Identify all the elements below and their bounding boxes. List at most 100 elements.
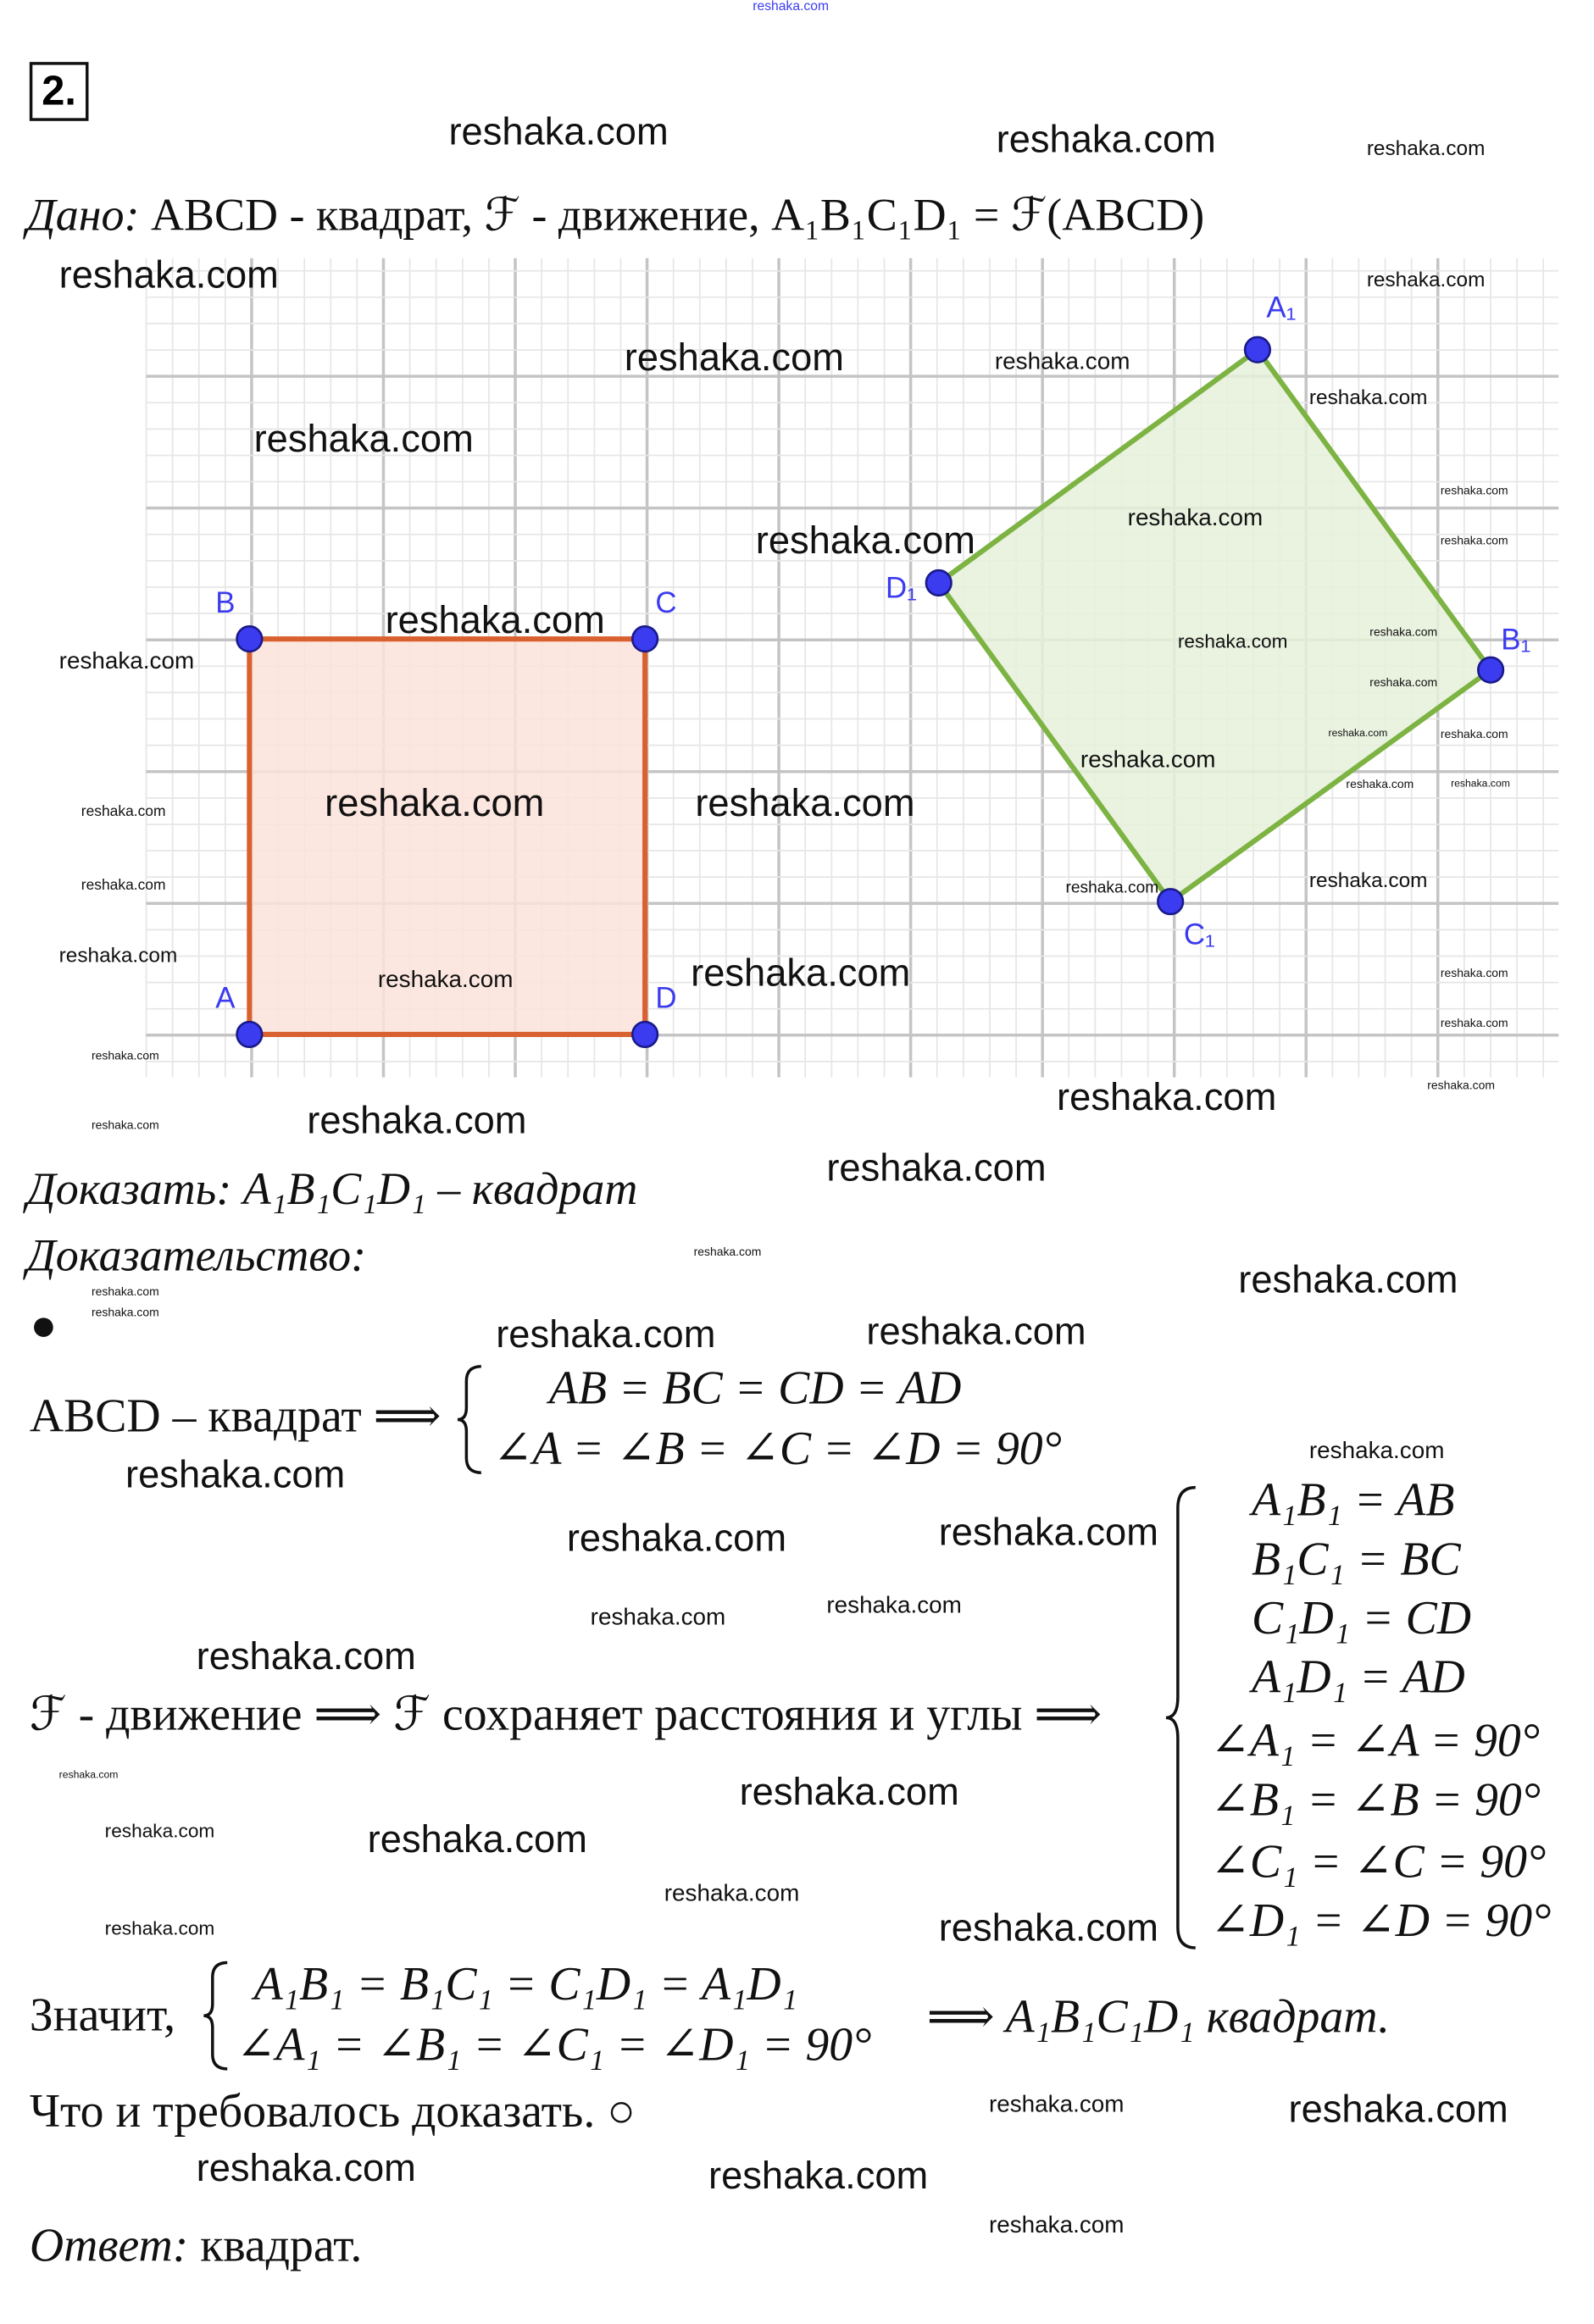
point-label: B	[215, 586, 235, 619]
step3-line: A₁B₁ = B₁C₁ = C₁D₁ = A₁D₁	[253, 1956, 798, 2011]
watermark: reshaka.com	[1366, 136, 1486, 160]
watermark: reshaka.com	[125, 1451, 346, 1497]
step2-line: ∠C₁ = ∠C = 90°	[1210, 1833, 1547, 1888]
watermark: reshaka.com	[325, 780, 545, 825]
step3-line: ∠A₁ = ∠B₁ = ∠C₁ = ∠D₁ = 90°	[236, 2016, 872, 2071]
step1-left: ABCD – квадрат ⟹	[29, 1388, 442, 1442]
watermark: reshaka.com	[1346, 777, 1414, 791]
watermark: reshaka.com	[695, 780, 915, 825]
brace	[1165, 1485, 1196, 1950]
problem-number: 2.	[29, 62, 89, 121]
watermark: reshaka.com	[1308, 868, 1428, 891]
proof-label: Доказательство:	[26, 1229, 367, 1281]
geometry-figure: A B C D A₁ B₁ C₁ D₁	[145, 258, 1559, 1078]
step3-left: Значит,	[29, 1988, 176, 2041]
point-label: C	[655, 586, 676, 619]
answer-text: квадрат.	[200, 2217, 363, 2271]
watermark: reshaka.com	[566, 1515, 787, 1560]
watermark: reshaka.com	[91, 1285, 159, 1299]
watermark: reshaka.com	[826, 1594, 962, 1619]
watermark: reshaka.com	[91, 1118, 159, 1132]
step2-line: ∠D₁ = ∠D = 90°	[1210, 1893, 1552, 1947]
step3-conclusion: ⟹ A₁B₁C₁D₁ квадрат.	[926, 1988, 1391, 2043]
watermark: reshaka.com	[826, 1145, 1047, 1190]
watermark: reshaka.com	[104, 1819, 215, 1842]
watermark: reshaka.com	[448, 108, 669, 154]
watermark: reshaka.com	[1451, 779, 1510, 790]
point	[631, 1020, 659, 1049]
point	[925, 569, 953, 597]
watermark: reshaka.com	[1440, 966, 1508, 980]
watermark: reshaka.com	[58, 942, 178, 967]
watermark: reshaka.com	[91, 1306, 159, 1320]
watermark: reshaka.com	[938, 1905, 1158, 1950]
prove-line: Доказать: A₁B₁C₁D₁ – квадрат	[26, 1162, 637, 1216]
step2-line: A₁D₁ = AD	[1251, 1650, 1465, 1703]
watermark: reshaka.com	[196, 1633, 416, 1678]
point-label: A₁	[1266, 291, 1296, 324]
watermark: reshaka.com	[1065, 879, 1159, 897]
watermark: reshaka.com	[693, 1245, 762, 1259]
watermark: reshaka.com	[708, 2153, 929, 2198]
watermark: reshaka.com	[1440, 727, 1508, 741]
watermark: reshaka.com	[739, 1769, 959, 1814]
watermark: reshaka.com	[1127, 506, 1264, 532]
point-label: A	[215, 982, 236, 1015]
watermark: reshaka.com	[307, 1097, 527, 1143]
watermark: reshaka.com	[196, 2145, 416, 2190]
point	[1243, 336, 1272, 363]
answer-line: Ответ: квадрат.	[30, 2218, 362, 2272]
watermark: reshaka.com	[1427, 1079, 1495, 1092]
watermark: reshaka.com	[1288, 2086, 1508, 2132]
watermark: reshaka.com	[938, 1509, 1158, 1555]
step2-left: ℱ - движение ⟹ ℱ сохраняет расстояния и …	[29, 1686, 1102, 1740]
qed-line: Что и требовалось доказать. ○	[29, 2083, 636, 2137]
watermark: reshaka.com	[1440, 1017, 1508, 1030]
point	[236, 625, 264, 653]
step2-line: ∠A₁ = ∠A = 90°	[1210, 1713, 1541, 1767]
watermark: reshaka.com	[1057, 1073, 1277, 1119]
bullet	[34, 1317, 53, 1337]
watermark: reshaka.com	[58, 649, 195, 674]
point-label: B₁	[1501, 623, 1530, 656]
point-label: C₁	[1184, 918, 1215, 951]
brace	[457, 1365, 481, 1474]
step2-line: A₁B₁ = AB	[1251, 1473, 1455, 1526]
watermark: reshaka.com	[1366, 267, 1486, 291]
answer-label: Ответ:	[29, 2217, 189, 2271]
watermark: reshaka.com	[58, 252, 279, 297]
watermark: reshaka.com	[377, 968, 514, 994]
watermark: reshaka.com	[664, 1881, 800, 1907]
step1-line: AB = BC = CD = AD	[548, 1360, 962, 1414]
watermark: reshaka.com	[1440, 484, 1508, 497]
watermark: reshaka.com	[988, 2213, 1125, 2239]
watermark: reshaka.com	[1308, 385, 1428, 409]
given-label: Дано:	[26, 188, 140, 241]
point	[236, 1020, 264, 1049]
point-label: D₁	[886, 571, 917, 604]
watermark: reshaka.com	[1369, 675, 1438, 690]
watermark: reshaka.com	[253, 416, 474, 461]
watermark: reshaka.com	[1238, 1256, 1458, 1302]
watermark: reshaka.com	[81, 804, 166, 821]
point	[1157, 888, 1185, 916]
watermark: reshaka.com	[1328, 729, 1388, 740]
watermark: reshaka.com	[1440, 534, 1508, 548]
watermark: reshaka.com	[624, 335, 844, 380]
watermark: reshaka.com	[994, 349, 1130, 375]
point	[1477, 656, 1505, 684]
watermark: reshaka.com	[691, 950, 911, 995]
watermark: reshaka.com	[1369, 625, 1438, 640]
watermark: reshaka.com	[496, 1312, 716, 1356]
watermark: reshaka.com	[866, 1308, 1086, 1354]
given-line: Дано: ABCD - квадрат, ℱ - движение, A₁B₁…	[26, 189, 1204, 242]
watermark: reshaka.com	[367, 1816, 587, 1861]
watermark: reshaka.com	[1308, 1439, 1445, 1464]
watermark: reshaka.com	[755, 518, 975, 563]
watermark: reshaka.com	[104, 1916, 215, 1939]
watermark: reshaka.com	[590, 1605, 726, 1631]
given-text: ABCD - квадрат, ℱ - движение, A₁B₁C₁D₁ =…	[150, 188, 1205, 241]
watermark: reshaka.com	[1177, 630, 1288, 652]
step2-line: C₁D₁ = CD	[1251, 1590, 1472, 1645]
prove-label: Доказать:	[26, 1162, 232, 1215]
